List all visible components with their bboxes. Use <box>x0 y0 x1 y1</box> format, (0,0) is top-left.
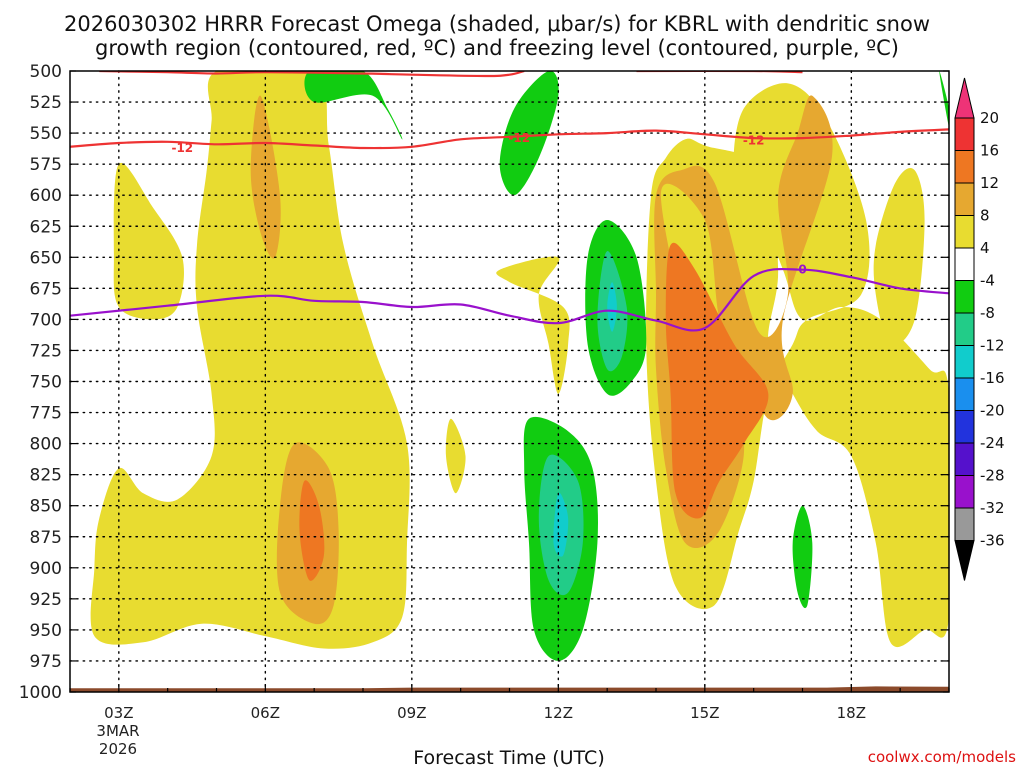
credit-text: coolwx.com/models <box>868 748 1016 766</box>
y-tick-label-900: 900 <box>30 559 62 579</box>
dgz-contour-label-0: -12 <box>171 141 193 155</box>
dgz-contour-fragment-1 <box>636 71 803 74</box>
y-tick-label-975: 975 <box>30 652 62 672</box>
colorbar-band-10 <box>954 442 975 476</box>
colorbar-band-12 <box>954 507 975 541</box>
colorbar-label-10: -24 <box>980 434 1005 452</box>
omega-region-negative-11 <box>304 71 403 140</box>
colorbar-band-11 <box>954 475 975 509</box>
colorbar-label-1: 16 <box>980 142 999 160</box>
dgz-contour-minus12 <box>70 128 949 150</box>
y-tick-label-550: 550 <box>30 124 62 144</box>
y-tick-label-700: 700 <box>30 310 62 330</box>
date-label-month: 3MAR <box>96 722 139 740</box>
omega-region-negative-20 <box>553 492 569 557</box>
y-tick-label-950: 950 <box>30 621 62 641</box>
colorbar-band-0 <box>954 117 975 151</box>
omega-region-negative-13 <box>939 71 949 127</box>
omega-region-positive-9 <box>299 480 325 581</box>
y-tick-label-625: 625 <box>30 217 62 237</box>
colorbar-label-5: -4 <box>980 272 995 290</box>
y-tick-label-1000: 1000 <box>19 683 62 703</box>
colorbar-band-8 <box>954 377 975 411</box>
x-tick-label-9: 09Z <box>397 704 426 722</box>
colorbar-label-8: -16 <box>980 369 1005 387</box>
y-tick-label-675: 675 <box>30 279 62 299</box>
x-tick-label-15: 15Z <box>690 704 719 722</box>
colorbar-band-1 <box>954 150 975 184</box>
colorbar-band-2 <box>954 182 975 216</box>
omega-region-positive-3 <box>496 256 570 394</box>
y-tick-label-825: 825 <box>30 466 62 486</box>
x-axis: 03Z 06Z 09Z 12Z 15Z 18Z <box>69 684 950 722</box>
colorbar-label-11: -28 <box>980 467 1005 485</box>
y-tick-label-725: 725 <box>30 341 62 361</box>
colorbar-label-2: 12 <box>980 174 999 192</box>
y-tick-label-925: 925 <box>30 590 62 610</box>
omega-region-negative-16 <box>792 505 813 609</box>
chart-title-line-1: 2026030302 HRRR Forecast Omega (shaded, … <box>64 12 930 36</box>
omega-region-positive-1 <box>113 162 184 320</box>
y-tick-label-525: 525 <box>30 93 62 113</box>
x-tick-label-6: 06Z <box>251 704 280 722</box>
omega-region-negative-19 <box>607 282 617 332</box>
omega-shading <box>90 71 949 661</box>
freezing-level-contour <box>70 267 949 332</box>
grid-lines <box>69 70 950 693</box>
y-tick-label-850: 850 <box>30 497 62 517</box>
y-tick-label-600: 600 <box>30 186 62 206</box>
x-tick-label-12: 12Z <box>544 704 573 722</box>
colorbar-label-0: 20 <box>980 109 999 127</box>
chart-title-line-2: growth region (contoured, red, ºC) and f… <box>95 36 899 60</box>
x-tick-label-3: 03Z <box>104 704 133 722</box>
omega-region-negative-12 <box>499 71 559 196</box>
x-tick-label-18: 18Z <box>837 704 866 722</box>
contour-lines: -12 -12 -12 0 <box>70 71 949 332</box>
colorbar-label-9: -20 <box>980 402 1005 420</box>
colorbar-label-4: 4 <box>980 239 990 257</box>
y-tick-label-750: 750 <box>30 373 62 393</box>
y-tick-label-650: 650 <box>30 248 62 268</box>
colorbar-band-4 <box>954 247 975 281</box>
y-axis: 500 525 550 575 600 625 650 675 700 725 750 775 800 8… <box>19 62 949 703</box>
freezing-contour-label-0: 0 <box>798 263 806 277</box>
y-tick-label-575: 575 <box>30 155 62 175</box>
colorbar-label-3: 8 <box>980 207 990 225</box>
colorbar-label-13: -36 <box>980 532 1005 550</box>
y-tick-label-800: 800 <box>30 435 62 455</box>
colorbar-band-6 <box>954 312 975 346</box>
colorbar-band-3 <box>954 215 975 249</box>
dgz-contour-fragment-0 <box>99 71 525 78</box>
colorbar-top-arrow <box>954 77 975 119</box>
colorbar: 20 16 12 8 4 -4 -8 -12 -16 -20 -24 -28 -32 -36 <box>954 77 1005 581</box>
colorbar-band-5 <box>954 280 975 314</box>
y-tick-label-775: 775 <box>30 404 62 424</box>
x-axis-title: Forecast Time (UTC) <box>413 747 604 768</box>
omega-region-positive-10 <box>665 242 769 519</box>
omega-region-positive-5 <box>873 167 925 346</box>
date-label-year: 2026 <box>99 740 137 758</box>
colorbar-label-6: -8 <box>980 304 995 322</box>
y-tick-label-875: 875 <box>30 528 62 548</box>
colorbar-band-7 <box>954 345 975 379</box>
y-tick-label-500: 500 <box>30 62 62 82</box>
dgz-contour-label-1: -12 <box>508 131 530 145</box>
dgz-contour-label-2: -12 <box>743 134 765 148</box>
colorbar-bottom-arrow <box>954 540 975 581</box>
colorbar-label-7: -12 <box>980 337 1005 355</box>
colorbar-band-9 <box>954 410 975 444</box>
colorbar-label-12: -32 <box>980 499 1005 517</box>
